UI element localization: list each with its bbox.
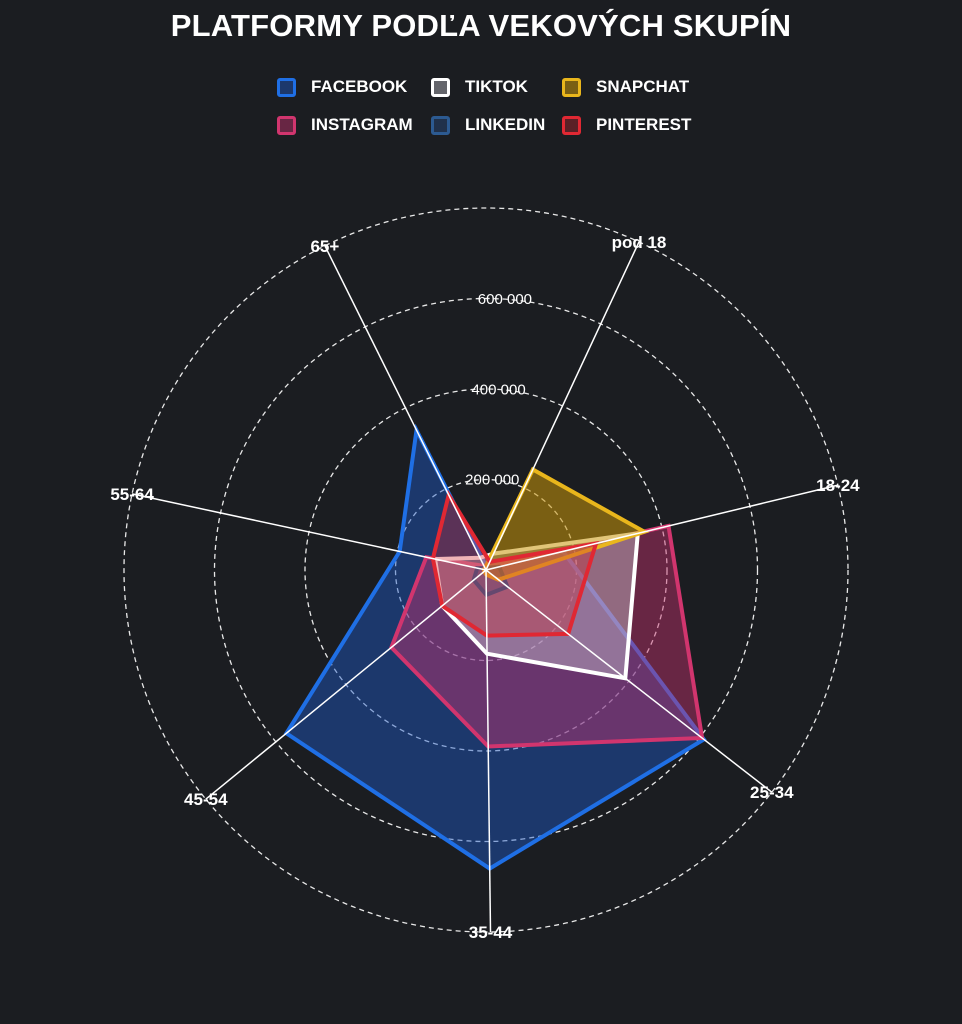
grid-circle-4 — [123, 207, 849, 933]
grid-circle-2 — [304, 388, 668, 752]
legend-swatch-pinterest — [562, 115, 581, 135]
legend-item-snapchat[interactable]: SNAPCHAT — [562, 74, 689, 100]
legend-swatch-snapchat — [562, 77, 581, 97]
spoke-pod-18 — [485, 241, 640, 571]
legend-swatch-tiktok — [431, 77, 450, 97]
spoke-55-64 — [131, 493, 487, 571]
legend-item-pinterest[interactable]: PINTEREST — [562, 112, 691, 138]
series-facebook — [283, 423, 707, 871]
legend-label-linkedin: LINKEDIN — [465, 115, 546, 134]
legend-swatch-instagram — [277, 115, 296, 135]
series-layer — [283, 423, 707, 871]
legend-label-facebook: FACEBOOK — [311, 77, 408, 96]
tick-label-2: 400 000 — [471, 381, 525, 398]
legend-swatch-facebook — [277, 77, 296, 97]
legend-swatch-linkedin — [431, 115, 450, 135]
grid-layer — [123, 207, 849, 933]
category-label-pod-18: pod 18 — [612, 233, 667, 252]
tick-label-3: 600 000 — [478, 291, 532, 308]
spoke-45-54 — [205, 569, 487, 800]
spoke-layer — [131, 241, 839, 933]
category-label-18-24: 18-24 — [816, 476, 860, 495]
legend-item-instagram[interactable]: INSTAGRAM — [277, 112, 413, 138]
legend-label-instagram: INSTAGRAM — [311, 115, 413, 134]
category-label-25-34: 25-34 — [750, 783, 794, 802]
spoke-18-24 — [485, 484, 839, 571]
category-label-35-44: 35-44 — [469, 923, 513, 942]
legend-item-tiktok[interactable]: TIKTOK — [431, 74, 528, 100]
series-pinterest — [430, 489, 599, 638]
spoke-25-34 — [485, 569, 773, 793]
category-label-65+: 65+ — [310, 237, 339, 256]
legend-label-snapchat: SNAPCHAT — [596, 77, 690, 96]
grid-circle-3 — [213, 297, 759, 843]
legend-label-pinterest: PINTEREST — [596, 115, 692, 134]
legend-item-facebook[interactable]: FACEBOOK — [277, 74, 407, 100]
category-label-55-64: 55-64 — [110, 485, 154, 504]
chart-title: PLATFORMY PODĽA VEKOVÝCH SKUPÍN — [170, 8, 792, 43]
legend-item-linkedin[interactable]: LINKEDIN — [431, 112, 545, 138]
label-layer: 200 000 400 000 600 000 pod 18 18-24 25-34 35-… — [110, 233, 860, 942]
legend-label-tiktok: TIKTOK — [465, 77, 528, 96]
category-label-45-54: 45-54 — [184, 790, 228, 809]
spoke-65+ — [324, 245, 487, 571]
spoke-35-44 — [485, 569, 492, 933]
tick-label-1: 200 000 — [465, 472, 519, 489]
legend: FACEBOOK TIKTOK SNAPCHAT INSTAGRAM LINKE… — [277, 74, 717, 140]
